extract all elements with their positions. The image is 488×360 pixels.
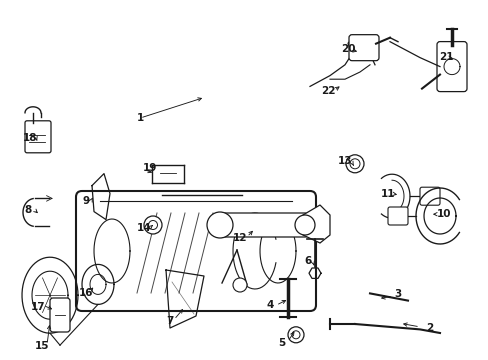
Text: 13: 13 bbox=[337, 156, 351, 166]
Text: 22: 22 bbox=[320, 86, 335, 96]
Text: 14: 14 bbox=[137, 222, 151, 233]
Text: 7: 7 bbox=[166, 316, 173, 326]
Text: 21: 21 bbox=[438, 52, 452, 62]
Polygon shape bbox=[303, 205, 329, 243]
Text: 2: 2 bbox=[426, 323, 433, 333]
Text: 12: 12 bbox=[232, 233, 247, 243]
Text: 8: 8 bbox=[24, 204, 32, 215]
Text: 9: 9 bbox=[82, 196, 89, 206]
Circle shape bbox=[349, 159, 359, 169]
Circle shape bbox=[143, 216, 162, 234]
FancyBboxPatch shape bbox=[217, 213, 307, 237]
Circle shape bbox=[346, 155, 363, 173]
FancyBboxPatch shape bbox=[76, 191, 315, 311]
FancyBboxPatch shape bbox=[348, 35, 378, 61]
Circle shape bbox=[287, 327, 304, 343]
Text: 4: 4 bbox=[266, 300, 273, 310]
FancyBboxPatch shape bbox=[436, 42, 466, 91]
Text: 20: 20 bbox=[340, 44, 354, 54]
Text: 18: 18 bbox=[23, 132, 37, 143]
Text: 1: 1 bbox=[136, 113, 143, 123]
Circle shape bbox=[232, 278, 246, 292]
Circle shape bbox=[206, 212, 232, 238]
FancyBboxPatch shape bbox=[25, 121, 51, 153]
Text: 3: 3 bbox=[393, 289, 401, 300]
Circle shape bbox=[148, 220, 157, 230]
Text: 10: 10 bbox=[436, 209, 450, 219]
Text: 15: 15 bbox=[35, 341, 49, 351]
Text: 5: 5 bbox=[278, 338, 285, 348]
Text: 17: 17 bbox=[31, 302, 45, 312]
FancyBboxPatch shape bbox=[50, 298, 70, 332]
FancyBboxPatch shape bbox=[387, 207, 407, 225]
Text: 6: 6 bbox=[304, 256, 311, 266]
Text: 16: 16 bbox=[79, 288, 93, 298]
FancyBboxPatch shape bbox=[419, 187, 439, 205]
Circle shape bbox=[291, 331, 299, 339]
Circle shape bbox=[294, 215, 314, 235]
Text: 11: 11 bbox=[380, 189, 394, 199]
Text: 19: 19 bbox=[142, 163, 157, 174]
